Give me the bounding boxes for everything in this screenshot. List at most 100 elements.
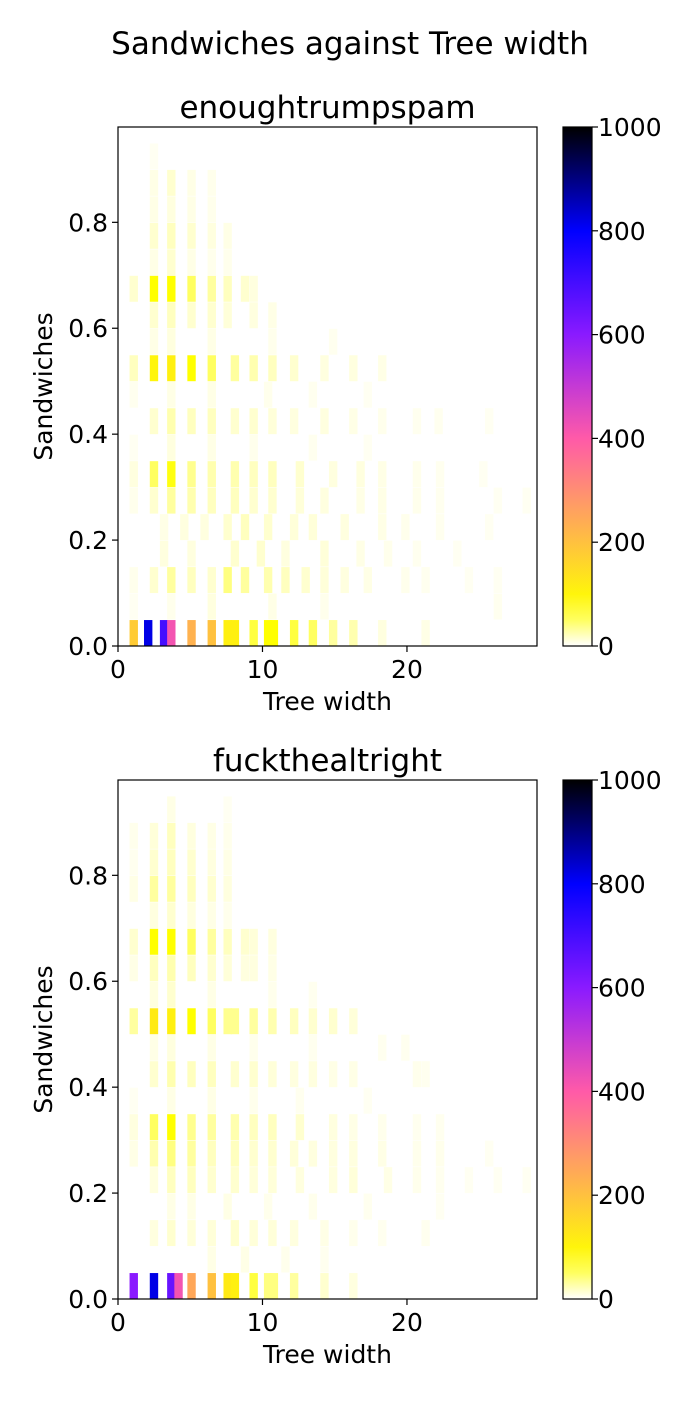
heatmap-cell [522, 487, 531, 514]
y-tick-label: 0.4 [68, 1073, 108, 1102]
heatmap-cell [223, 275, 232, 302]
heatmap-cell [421, 567, 430, 594]
heatmap-cell [187, 567, 196, 594]
heatmap-cell [363, 567, 373, 594]
colorbar-tick-label: 800 [598, 217, 646, 246]
heatmap-cell [167, 875, 176, 902]
heatmap-cell [349, 620, 358, 646]
heatmap-cell [268, 955, 277, 982]
heatmap-cell [479, 461, 488, 488]
heatmap-cell [223, 567, 232, 594]
heatmap-cell [453, 540, 462, 567]
heatmap-cell [268, 461, 277, 488]
heatmap-cell [340, 567, 349, 594]
heatmap-cell [269, 1273, 279, 1299]
heatmap-cell [129, 1008, 138, 1035]
heatmap-cell [167, 434, 176, 461]
heatmap-cell [484, 408, 494, 435]
heatmap-cell [149, 302, 159, 329]
heatmap-cell [129, 1140, 138, 1167]
heatmap-cell [187, 928, 196, 955]
heatmap-cell [187, 1114, 196, 1141]
heatmap-cell [129, 849, 138, 876]
heatmap-cell [320, 1273, 329, 1299]
heatmap-cell [187, 849, 196, 876]
heatmap-cell [207, 381, 216, 408]
heatmap-cell [207, 1273, 216, 1299]
heatmap-cell [263, 620, 273, 646]
heatmap-cell [207, 1220, 216, 1247]
heatmap-cell [207, 302, 216, 329]
heatmap-cell [349, 1140, 358, 1167]
heatmap-cell [421, 1220, 430, 1247]
heatmap-cell [167, 461, 176, 488]
heatmap-cell [320, 1220, 329, 1247]
heatmap-cell [434, 408, 443, 435]
heatmap-cell [308, 1008, 318, 1035]
heatmap-cell [223, 796, 232, 823]
heatmap-cell [249, 1140, 258, 1167]
heatmap-cell [129, 355, 138, 382]
heatmap-cell [167, 381, 176, 408]
heatmap-cell [281, 540, 290, 567]
heatmap-cell [464, 567, 474, 594]
heatmap-cell [249, 1273, 258, 1299]
heatmap-cell [187, 461, 196, 488]
heatmap-cell [187, 1008, 196, 1035]
heatmap-cell [230, 461, 240, 488]
heatmap-cell [207, 955, 216, 982]
colorbar-tick-label: 1000 [598, 113, 662, 142]
heatmap-cell [363, 1087, 373, 1114]
heatmap-cells [129, 796, 531, 1299]
y-tick-label: 0.0 [68, 632, 108, 661]
panel-2: fuckthealtright 0 10 20 0.0 0.2 0.4 0.6 0.8 Tree … [29, 743, 662, 1369]
heatmap-cell [167, 249, 176, 276]
heatmap-cell [249, 1008, 258, 1035]
heatmap-cell [223, 928, 232, 955]
y-axis-label: Sandwiches [29, 312, 58, 460]
heatmap-cell [129, 822, 138, 849]
heatmap-cell [223, 822, 232, 849]
heatmap-cell [167, 849, 176, 876]
heatmap-cell [263, 514, 273, 541]
colorbar-tick-label: 200 [598, 528, 646, 557]
heatmap-cell [207, 902, 216, 929]
heatmap-cell [249, 487, 258, 514]
colorbar [563, 127, 592, 646]
heatmap-cell [129, 1273, 138, 1299]
heatmap-cell [149, 1140, 159, 1167]
heatmap-cell [167, 593, 176, 620]
heatmap-cell [240, 514, 250, 541]
x-tick-label: 10 [247, 1308, 279, 1337]
heatmap-cell [412, 1140, 422, 1167]
heatmap-cell [223, 302, 232, 329]
heatmap-cell [378, 487, 387, 514]
heatmap-cell [207, 249, 216, 276]
heatmap-cell [412, 487, 422, 514]
heatmap-cell [289, 1220, 299, 1247]
heatmap-cell [249, 1220, 258, 1247]
heatmap-cell [149, 567, 159, 594]
heatmap-cell [223, 222, 232, 249]
heatmap-cell [187, 355, 196, 382]
heatmap-cell [412, 461, 422, 488]
heatmap-cell [223, 955, 232, 982]
heatmap-cell [268, 487, 277, 514]
heatmap-cell [435, 461, 445, 488]
heatmap-cell [167, 355, 176, 382]
heatmap-cell [129, 593, 138, 620]
heatmap-cell [435, 487, 445, 514]
colorbar-frame [562, 779, 593, 1300]
heatmap-cell [167, 222, 176, 249]
heatmap-cell [308, 1140, 318, 1167]
x-tick-label: 0 [110, 655, 126, 684]
heatmap-cell [149, 169, 159, 196]
heatmap-cell [167, 302, 176, 329]
heatmap-cell [320, 408, 329, 435]
heatmap-cell [149, 1114, 159, 1141]
colorbar-tick-label: 400 [598, 424, 646, 453]
heatmap-cell [378, 1114, 387, 1141]
heatmap-cell [230, 1114, 240, 1141]
heatmap-cell [378, 1140, 387, 1167]
